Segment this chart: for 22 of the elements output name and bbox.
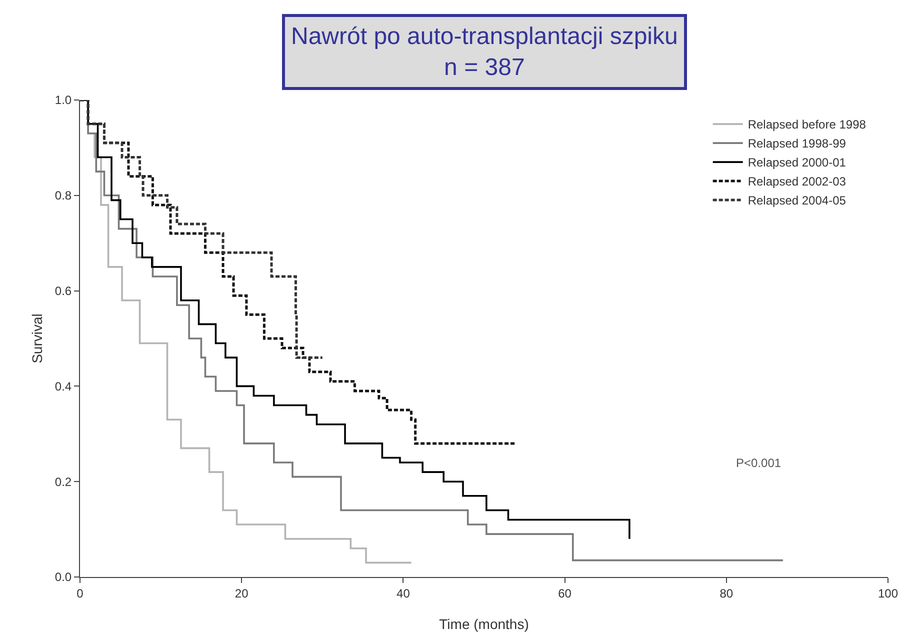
y-tick-label: 0.2 <box>54 474 72 489</box>
x-tick-label: 40 <box>396 586 410 600</box>
x-tick-label: 100 <box>878 586 898 600</box>
x-tick-label: 0 <box>76 586 84 600</box>
y-tick-label: 0.0 <box>54 570 72 584</box>
chart-subtitle: n = 387 <box>444 54 525 82</box>
y-axis-title: Survival <box>29 314 45 364</box>
annotation: P<0.001 <box>736 456 782 470</box>
x-tick-label: 80 <box>720 586 734 600</box>
legend-label: Relapsed 2000-01 <box>748 156 846 170</box>
y-tick-label: 1.0 <box>54 93 72 108</box>
legend-label: Relapsed before 1998 <box>748 118 866 132</box>
legend-label: Relapsed 1998-99 <box>748 136 846 151</box>
y-tick-label: 0.6 <box>54 284 72 298</box>
x-axis-title: Time (months) <box>439 616 529 632</box>
x-tick-label: 20 <box>234 586 249 600</box>
legend-label: Relapsed 2004-05 <box>748 194 846 208</box>
legend-label: Relapsed 2002-03 <box>748 174 846 189</box>
chart-title: Nawrót po auto-transplantacji szpiku <box>291 23 678 50</box>
y-tick-label: 0.4 <box>54 379 72 394</box>
y-tick-label: 0.8 <box>54 188 72 203</box>
x-tick-label: 60 <box>558 586 572 600</box>
